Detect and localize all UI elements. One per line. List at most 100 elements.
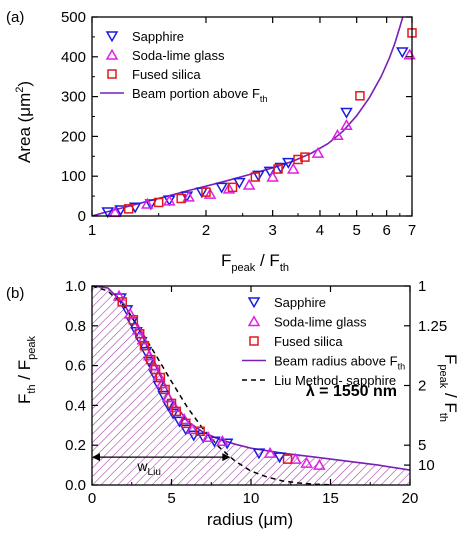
panel-b-point-soda-lime-glass xyxy=(123,307,137,319)
panel-b-point-soda-lime-glass xyxy=(300,456,313,468)
panel-b-x-tick-label: 10 xyxy=(243,490,260,507)
wavelength-annotation: λ = 1550 nm xyxy=(306,383,397,400)
panel-b-point-fused-silica xyxy=(117,297,127,307)
panel-b-x-axis-label: radius (μm) xyxy=(207,510,293,529)
panel-a-point-fused-silica xyxy=(250,172,261,182)
panel-a-x-tick-label: 7 xyxy=(408,222,416,239)
panel-a-point-fused-silica xyxy=(227,182,238,193)
panel-a-point-fused-silica xyxy=(201,187,211,197)
panel-a-point-fused-silica xyxy=(355,91,365,101)
panel-b-point-soda-lime-glass xyxy=(216,434,229,446)
panel-b-right-tick-label: 2 xyxy=(418,378,426,395)
panel-a-point-soda-lime-glass xyxy=(311,146,325,158)
panel-a-point-soda-lime-glass xyxy=(222,182,236,194)
panel-a-x-tick-label: 6 xyxy=(382,222,390,239)
panel-b-y-tick-label: 0.4 xyxy=(65,397,86,414)
w-liu-arrow xyxy=(92,453,231,462)
panel-b-right-tick-label: 1.25 xyxy=(418,318,447,335)
panel-b-point-fused-silica xyxy=(282,454,293,464)
panel-a-legend-label: Sapphire xyxy=(132,29,184,44)
panel-a-y-tick-label: 300 xyxy=(61,89,86,106)
panel-b-legend-label: Liu Method- sapphire xyxy=(274,373,396,388)
panel-b-point-soda-lime-glass xyxy=(112,289,126,301)
panel-a-legend-label: Beam portion above Fth xyxy=(132,86,268,104)
panel-a-legend-marker xyxy=(107,69,117,79)
panel-a-point-sapphire xyxy=(180,191,194,203)
panel-b-point-fused-silica xyxy=(146,354,156,365)
panel-a: (a) 1 2 3 4 5 6 7 0 100 200 300 400 500 Sapphire Soda… xyxy=(6,9,417,274)
panel-b-x-tick-label: 15 xyxy=(322,490,339,507)
panel-b-point-fused-silica xyxy=(160,384,170,395)
panel-a-x-tick-label: 5 xyxy=(352,222,360,239)
panel-a-y-tick-label: 400 xyxy=(61,49,86,66)
panel-a-point-soda-lime-glass xyxy=(162,194,176,206)
panel-a-legend: Sapphire Soda-lime glass Fused silica Beam … xyxy=(100,29,268,104)
panel-a-y-tick-label: 100 xyxy=(61,168,86,185)
panel-b-right-axis-label: Fpeak / Fth xyxy=(437,354,460,422)
panel-a-point-soda-lime-glass xyxy=(266,170,279,182)
panel-b-point-soda-lime-glass xyxy=(136,333,150,345)
panel-b-x-tick-label: 20 xyxy=(402,490,419,507)
panel-b-point-soda-lime-glass xyxy=(185,423,199,435)
panel-a-point-sapphire xyxy=(252,170,265,182)
panel-b-point-sapphire xyxy=(220,438,234,450)
w-liu-arrow-head-right xyxy=(222,453,231,462)
panel-a-legend-marker xyxy=(105,31,119,43)
panel-a-y-axis-label: Area (μm2) xyxy=(14,81,34,163)
panel-a-point-sapphire xyxy=(340,107,353,119)
panel-b-y-tick-label: 0.2 xyxy=(65,437,86,454)
panel-b-y-tick-label: 0.6 xyxy=(65,358,86,375)
panel-a-point-soda-lime-glass xyxy=(286,162,300,174)
panel-a-point-fused-silica xyxy=(176,193,186,204)
panel-b-legend-label: Fused silica xyxy=(274,334,343,349)
panel-a-legend-label: Soda-lime glass xyxy=(132,48,225,63)
panel-b-point-fused-silica xyxy=(171,406,182,417)
panel-b-label: (b) xyxy=(6,285,24,302)
panel-a-y-tick-label: 200 xyxy=(61,128,86,145)
panel-a-legend-label: Fused silica xyxy=(132,67,201,82)
panel-b-point-sapphire xyxy=(179,424,193,436)
panel-b-y-tick-label: 1.0 xyxy=(65,278,86,295)
panel-b-point-sapphire xyxy=(273,452,286,464)
panel-b-y-tick-label: 0.8 xyxy=(65,318,86,335)
beam-radius-curve xyxy=(91,285,411,471)
panel-a-point-fused-silica xyxy=(153,197,164,208)
panel-b-legend-marker xyxy=(247,297,261,309)
panel-b-legend-marker xyxy=(247,315,261,327)
panel-a-point-sapphire xyxy=(101,207,114,219)
panel-b-right-tick-label: 1 xyxy=(418,278,426,295)
panel-a-point-sapphire xyxy=(396,47,409,59)
panel-b-point-fused-silica xyxy=(134,329,145,339)
panel-a-point-soda-lime-glass xyxy=(242,178,256,190)
panel-b-point-soda-lime-glass xyxy=(201,430,215,442)
panel-a-y-tick-label: 500 xyxy=(61,9,86,26)
panel-b-point-sapphire xyxy=(166,408,180,420)
panel-b-point-fused-silica xyxy=(128,315,139,325)
panel-a-point-sapphire xyxy=(144,199,158,211)
panel-a-point-sapphire xyxy=(274,162,287,174)
panel-b-point-fused-silica xyxy=(181,418,191,429)
panel-b-y-axis-label: Fth / Fpeak xyxy=(15,336,38,404)
panel-a-point-soda-lime-glass xyxy=(331,128,344,140)
panel-b-legend-marker xyxy=(249,336,259,346)
panel-b-point-soda-lime-glass xyxy=(155,377,169,389)
panel-b-point-fused-silica xyxy=(155,372,166,383)
panel-a-legend-marker xyxy=(105,48,119,60)
panel-b-point-fused-silica xyxy=(150,364,161,375)
panel-a-point-soda-lime-glass xyxy=(203,187,217,199)
w-liu-label: wLiu xyxy=(136,458,160,478)
panel-b-point-soda-lime-glass xyxy=(289,452,302,464)
w-liu-arrow-head-left xyxy=(92,453,100,462)
beam-area-hatch xyxy=(92,286,410,485)
panel-a-point-sapphire xyxy=(215,182,228,194)
panel-b-right-tick-label: 5 xyxy=(418,437,426,454)
panel-b-point-soda-lime-glass xyxy=(162,391,175,403)
panel-a-point-fused-silica xyxy=(293,154,303,165)
panel-a-x-tick-label: 2 xyxy=(202,222,210,239)
panel-a-x-axis-label: Fpeak / Fth xyxy=(221,251,289,274)
panel-a-point-fused-silica xyxy=(123,204,134,214)
panel-b-legend: Sapphire Soda-lime glass Fused silica Beam … xyxy=(242,295,405,388)
panel-b-point-fused-silica xyxy=(139,340,150,351)
panel-b-point-fused-silica xyxy=(195,426,205,437)
panel-a-x-tick-label: 4 xyxy=(316,222,324,239)
